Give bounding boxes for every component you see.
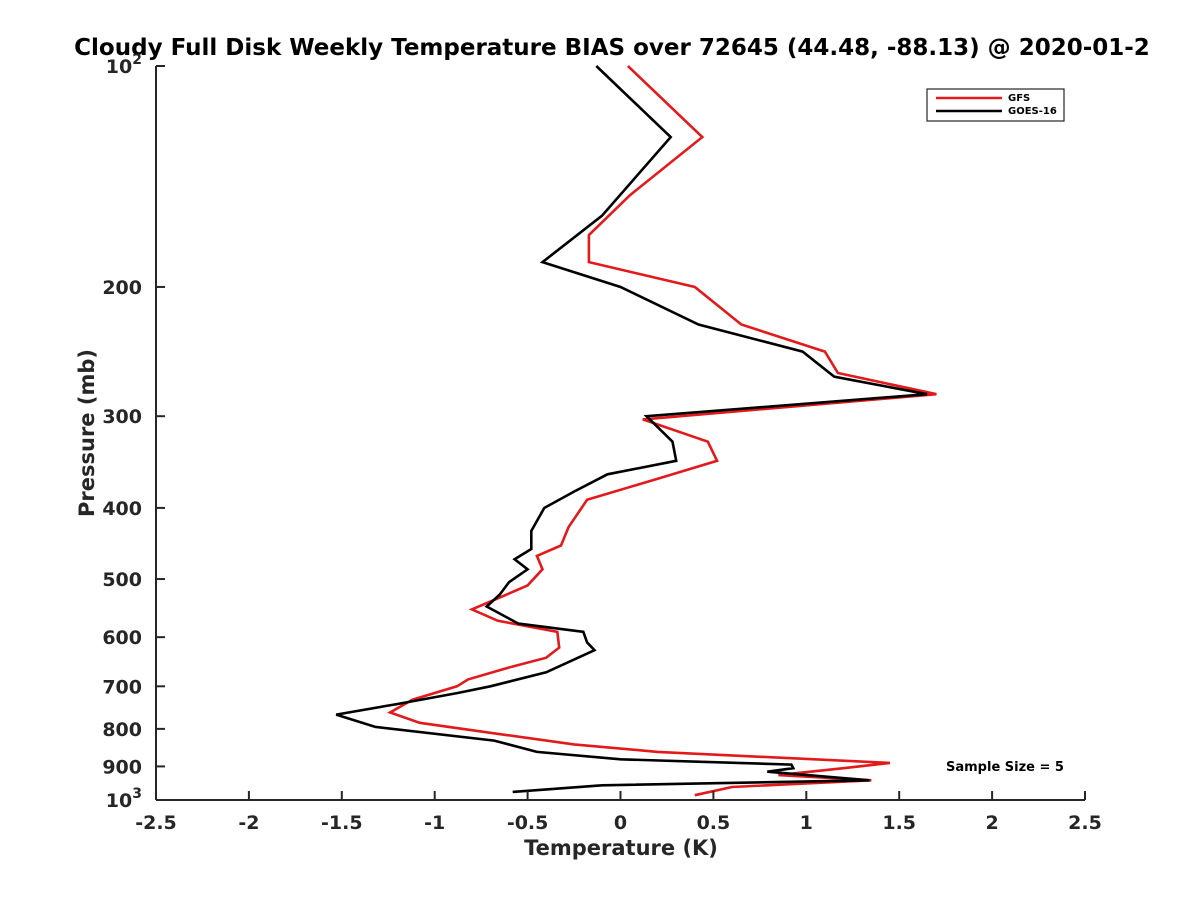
x-tick-label: 2: [985, 812, 998, 834]
plot-area: -2.5 -2 -1.5 -1 -0.5 0 0.5 1 1.5 2 2.5 102 200 300 400…: [102, 52, 1102, 834]
x-tick-label: 1.5: [882, 812, 916, 834]
y-tick-label: 200: [102, 277, 142, 299]
x-tick-label: 2.5: [1068, 812, 1102, 834]
y-tick-label: 600: [102, 627, 142, 649]
y-tick-label: 103: [106, 786, 142, 812]
axes: -2.5 -2 -1.5 -1 -0.5 0 0.5 1 1.5 2 2.5 102 200 300 400…: [102, 52, 1102, 834]
x-axis-label: Temperature (K): [524, 836, 718, 860]
x-tick-label: 0: [614, 812, 627, 834]
x-tick-label: -0.5: [507, 812, 549, 834]
series-layer: [335, 65, 937, 797]
legend: GFS GOES-16: [926, 88, 1065, 122]
y-tick-label: 900: [102, 756, 142, 778]
chart-title: Cloudy Full Disk Weekly Temperature BIAS…: [74, 35, 1150, 61]
x-tick-label: -2: [238, 812, 259, 834]
x-tick-label: 0.5: [697, 812, 731, 834]
legend-label-gfs: GFS: [1008, 93, 1030, 104]
series-line-goes16: [335, 65, 928, 794]
y-tick-label: 700: [102, 676, 142, 698]
y-tick-label: 400: [102, 498, 142, 520]
y-tick-label: 800: [102, 719, 142, 741]
legend-label-goes16: GOES-16: [1008, 106, 1057, 117]
legend-box: [926, 88, 1065, 122]
x-tick-label: -2.5: [135, 812, 177, 834]
y-tick-label: 500: [102, 569, 142, 591]
x-tick-label: 1: [800, 812, 813, 834]
x-tick-label: -1.5: [321, 812, 363, 834]
y-tick-label: 102: [106, 52, 142, 78]
y-axis-label: Pressure (mb): [75, 349, 99, 517]
series-line-gfs: [386, 65, 937, 797]
x-tick-label: -1: [424, 812, 445, 834]
y-tick-label: 300: [102, 406, 142, 428]
sample-size-annotation: Sample Size = 5: [946, 760, 1064, 775]
